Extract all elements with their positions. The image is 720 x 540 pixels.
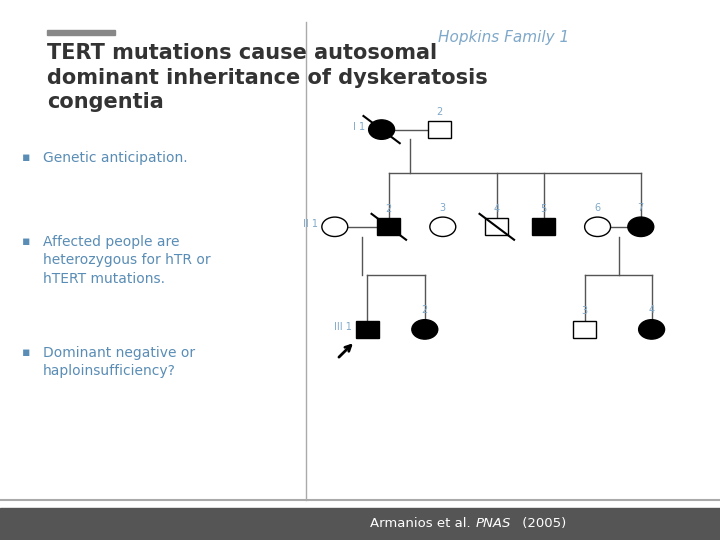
Text: 3: 3 <box>582 306 588 316</box>
Text: (2005): (2005) <box>518 517 567 530</box>
Text: III 1: III 1 <box>334 322 352 332</box>
Bar <box>47 30 115 35</box>
Text: 3: 3 <box>440 202 446 213</box>
Text: 2: 2 <box>386 204 392 214</box>
Circle shape <box>369 120 395 139</box>
Text: 4: 4 <box>649 305 654 315</box>
Text: dominant inheritance of dyskeratosis: dominant inheritance of dyskeratosis <box>47 68 487 87</box>
Text: 5: 5 <box>541 204 546 214</box>
Text: 7: 7 <box>638 202 644 213</box>
Text: Armanios et al.: Armanios et al. <box>370 517 475 530</box>
Bar <box>377 218 400 235</box>
Text: Affected people are
heterozygous for hTR or
hTERT mutations.: Affected people are heterozygous for hTR… <box>43 235 211 286</box>
Bar <box>485 218 508 235</box>
Bar <box>0 508 720 540</box>
Text: II 1: II 1 <box>303 219 318 229</box>
Circle shape <box>628 217 654 237</box>
Text: ▪: ▪ <box>22 235 30 248</box>
Text: 2: 2 <box>436 106 442 117</box>
Circle shape <box>322 217 348 237</box>
Text: I 1: I 1 <box>353 122 365 132</box>
Text: congentia: congentia <box>47 92 163 112</box>
Text: Hopkins Family 1: Hopkins Family 1 <box>438 30 570 45</box>
Text: TERT mutations cause autosomal: TERT mutations cause autosomal <box>47 43 437 63</box>
Bar <box>532 218 555 235</box>
Text: PNAS: PNAS <box>475 517 510 530</box>
Text: Dominant negative or
haploinsufficiency?: Dominant negative or haploinsufficiency? <box>43 346 195 378</box>
Text: 4: 4 <box>494 204 500 214</box>
Text: ▪: ▪ <box>22 151 30 164</box>
Bar <box>428 121 451 138</box>
Text: Genetic anticipation.: Genetic anticipation. <box>43 151 188 165</box>
Bar <box>356 321 379 338</box>
Circle shape <box>412 320 438 339</box>
Circle shape <box>639 320 665 339</box>
Text: 6: 6 <box>595 202 600 213</box>
Text: 2: 2 <box>422 305 428 315</box>
Circle shape <box>585 217 611 237</box>
Bar <box>573 321 596 338</box>
Text: ▪: ▪ <box>22 346 30 359</box>
Circle shape <box>430 217 456 237</box>
